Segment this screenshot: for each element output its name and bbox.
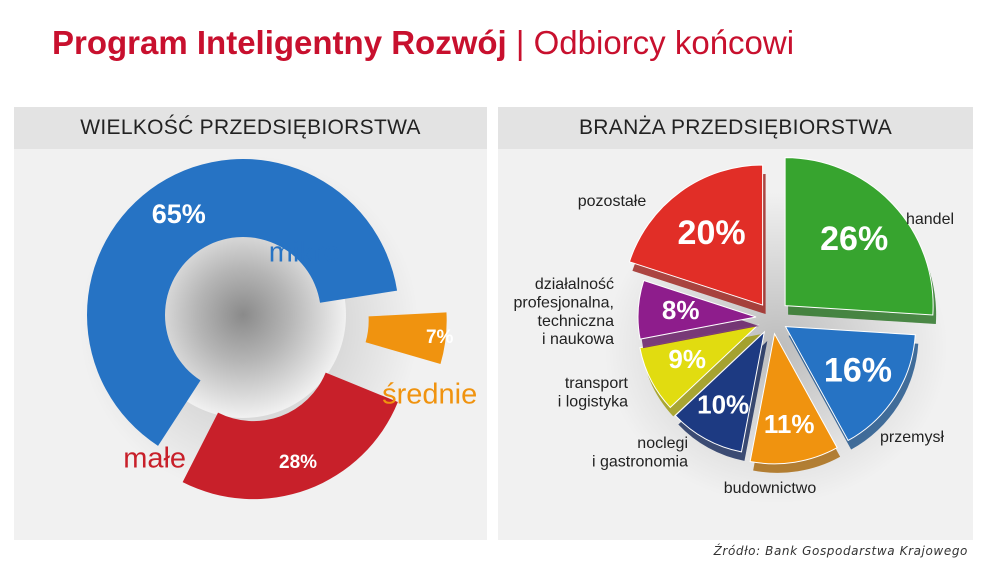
- donut-value-label-srednie: 7%: [426, 327, 454, 348]
- donut-category-label-mikro: mikro: [269, 237, 340, 269]
- source-note: Źródło: Bank Gospodarstwa Krajowego: [713, 544, 968, 558]
- title-separator: |: [515, 24, 525, 61]
- pie-value-label-noclegi-i-gastronomia: 10%: [697, 390, 749, 420]
- pie-category-label-przemysl: przemysł: [880, 429, 944, 446]
- pie-category-label-dzialalnosc-profesjonalna-techniczna-i-naukowa: działalność profesjonalna, techniczna i nau…: [513, 276, 614, 348]
- right-panel-title: BRANŻA PRZEDSIĘBIORSTWA: [498, 107, 973, 149]
- pie-slice-budownictwo: [749, 332, 838, 465]
- pie-value-label-budownictwo: 11%: [764, 409, 815, 439]
- donut-value-label-male: 28%: [279, 452, 317, 473]
- donut-hole: [140, 212, 346, 418]
- pie-category-label-pozostale: pozostałe: [578, 193, 647, 210]
- pie-value-label-transport-i-logistyka: 9%: [668, 344, 706, 374]
- donut-value-label-mikro: 65%: [152, 199, 206, 229]
- pie-category-label-handel: handel: [906, 211, 954, 228]
- donut-category-label-srednie: średnie: [382, 378, 477, 410]
- donut-slice-srednie: [365, 312, 447, 365]
- pie-slice-dzialalnosc-profesjonalna-techniczna-i-naukowa: [637, 279, 757, 340]
- pie-value-label-przemysl: 16%: [824, 352, 892, 390]
- pie-slice-transport-i-logistyka: [639, 324, 760, 409]
- pie-slice-pozostale: [628, 164, 764, 306]
- donut-chart: [79, 155, 447, 500]
- left-panel-title: WIELKOŚĆ PRZEDSIĘBIORSTWA: [14, 107, 487, 149]
- pie-category-label-budownictwo: budownictwo: [724, 480, 817, 497]
- page-title: Program Inteligentny Rozwój | Odbiorcy k…: [52, 24, 794, 62]
- pie-category-label-transport-i-logistyka: transport i logistyka: [558, 375, 629, 410]
- title-main: Program Inteligentny Rozwój: [52, 24, 507, 61]
- chart-labels: 65% mikro 7% średnie 28% małe 26% handel 16% prze…: [123, 193, 954, 497]
- pie-value-label-dzialalnosc-profesjonalna-techniczna-i-naukowa: 8%: [662, 295, 700, 325]
- pie-chart: [604, 157, 948, 504]
- pie-category-label-noclegi-i-gastronomia: noclegi i gastronomia: [592, 435, 688, 470]
- pie-slice-handel: [784, 157, 934, 316]
- title-subtitle: Odbiorcy końcowi: [533, 24, 795, 61]
- donut-slice-male: [182, 372, 398, 500]
- pie-slice-przemysl: [784, 326, 916, 442]
- pie-value-label-handel: 26%: [820, 220, 888, 258]
- donut-category-label-male: małe: [123, 443, 186, 475]
- donut-slice-mikro: [86, 158, 398, 446]
- pie-slice-noclegi-i-gastronomia: [674, 330, 766, 453]
- pie-value-label-pozostale: 20%: [678, 214, 746, 252]
